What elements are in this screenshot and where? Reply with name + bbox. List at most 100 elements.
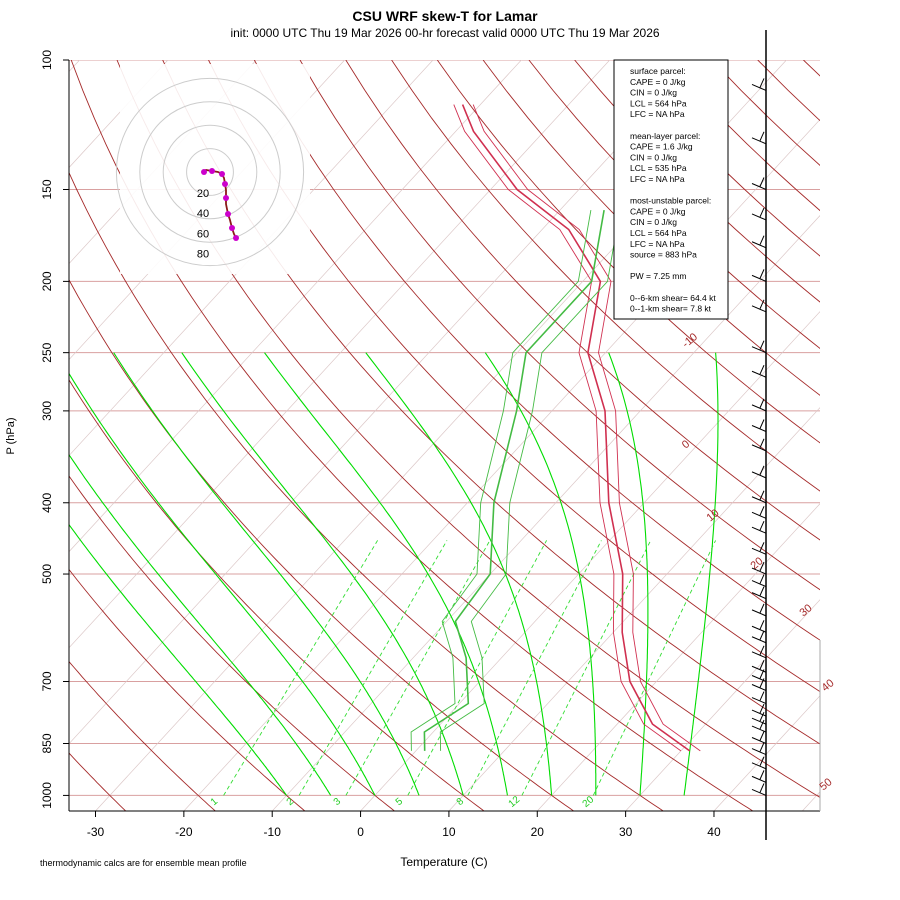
wind-barb-flag bbox=[751, 444, 767, 452]
hodograph-ring-label: 20 bbox=[197, 188, 209, 200]
wind-barb-flag bbox=[751, 737, 767, 744]
wind-barb bbox=[751, 561, 767, 575]
wind-barb bbox=[751, 586, 767, 600]
y-tick-label: 200 bbox=[40, 271, 54, 291]
stats-line: LCL = 564 hPa bbox=[630, 98, 687, 108]
stats-line: LFC = NA hPa bbox=[630, 239, 685, 249]
wind-barb-flag bbox=[759, 177, 765, 187]
dry-adiabat-line bbox=[253, 60, 820, 641]
wind-barb-flag bbox=[759, 756, 765, 766]
dry-adiabat-line bbox=[69, 379, 485, 811]
y-tick-label: 850 bbox=[40, 733, 54, 753]
wind-barb-flag bbox=[751, 717, 767, 725]
hodograph-ring-label: 80 bbox=[197, 248, 209, 260]
wind-barb-flag bbox=[759, 742, 765, 752]
wind-barb-flag bbox=[751, 274, 767, 282]
wind-barb-flag bbox=[751, 580, 767, 588]
moist-adiabat-line bbox=[69, 453, 332, 796]
wind-barb-flag bbox=[759, 719, 765, 730]
isotherm-label: 40 bbox=[820, 677, 837, 694]
wind-barb-flag bbox=[759, 620, 765, 630]
dry-adiabat-line bbox=[711, 60, 820, 167]
wind-barb bbox=[751, 603, 767, 617]
mixing-ratio-label: 1 bbox=[209, 796, 221, 808]
temperature-profile bbox=[461, 104, 691, 752]
dry-adiabat-line bbox=[69, 171, 664, 811]
isotherm-line bbox=[713, 695, 820, 811]
wind-barb-flag bbox=[759, 586, 765, 596]
wind-barb-flag bbox=[751, 511, 767, 519]
isotherm-label: 10 bbox=[705, 507, 722, 524]
dry-adiabat-line bbox=[482, 60, 820, 396]
axes bbox=[68, 60, 821, 812]
mixing-ratio-line bbox=[521, 540, 652, 796]
hodograph-point bbox=[223, 195, 229, 201]
wind-barb-flag bbox=[751, 83, 767, 91]
wind-barb-flag bbox=[759, 542, 765, 552]
temperature-profile bbox=[453, 104, 682, 752]
wind-barb-flag bbox=[751, 651, 767, 659]
dry-adiabat-line bbox=[162, 60, 820, 745]
hodograph-ring bbox=[115, 77, 305, 267]
wind-barb-flag bbox=[759, 269, 765, 279]
wind-barb-flag bbox=[751, 748, 767, 756]
mixing-ratio-line bbox=[467, 540, 602, 796]
x-axis-label: Temperature (C) bbox=[400, 855, 487, 869]
wind-barb bbox=[751, 398, 767, 412]
wind-barb bbox=[751, 465, 767, 479]
x-ticks: -30 -20 -10 0 10 20 30 40 bbox=[87, 811, 721, 839]
stats-line: CAPE = 0 J/kg bbox=[630, 206, 686, 216]
hodograph-trace bbox=[201, 168, 239, 241]
dry-adiabat-line bbox=[436, 60, 820, 444]
wind-barb-flag bbox=[751, 636, 767, 644]
isotherm-line bbox=[625, 599, 820, 811]
wind-barb bbox=[751, 630, 767, 644]
mixing-ratio-label: 2 bbox=[285, 796, 297, 808]
hodograph-ring-label: 40 bbox=[197, 208, 209, 220]
wind-barb-flag bbox=[759, 419, 765, 429]
wind-barb-flag bbox=[759, 521, 765, 531]
wind-barb-flag bbox=[759, 490, 765, 500]
stats-line: source = 883 hPa bbox=[630, 250, 697, 260]
stats-line: LCL = 564 hPa bbox=[630, 228, 687, 238]
wind-barb bbox=[751, 783, 767, 796]
isotherm-line bbox=[891, 60, 900, 811]
wind-barb-flag bbox=[751, 370, 767, 378]
isotherm-label: -10 bbox=[680, 331, 700, 350]
dry-adiabat-line bbox=[70, 60, 754, 811]
wind-barb-flag bbox=[759, 131, 765, 141]
stats-line: CIN = 0 J/kg bbox=[630, 217, 677, 227]
x-tick-label: 10 bbox=[442, 825, 456, 839]
wind-barb-flag bbox=[759, 770, 765, 780]
x-tick-label: -20 bbox=[175, 825, 193, 839]
y-tick-label: 250 bbox=[40, 342, 54, 362]
mixing-ratio-labels: 1 2 3 5 8 12 20 bbox=[209, 794, 597, 810]
isotherm-line bbox=[69, 60, 522, 553]
hodograph-rings: 20 40 60 80 bbox=[115, 77, 305, 267]
wind-barb bbox=[751, 742, 767, 756]
moist-adiabat-line bbox=[113, 352, 420, 796]
wind-barb-flag bbox=[751, 496, 767, 504]
dry-adiabat-line bbox=[69, 475, 395, 811]
moist-adiabat-line bbox=[683, 352, 719, 796]
mixing-ratio-label: 20 bbox=[581, 794, 597, 810]
wind-barb bbox=[751, 365, 767, 378]
profile-lines bbox=[410, 104, 701, 752]
stats-line: LFC = NA hPa bbox=[630, 174, 685, 184]
isotherm-line bbox=[183, 119, 820, 811]
wind-barb bbox=[751, 691, 767, 704]
dry-adiabat-line bbox=[69, 752, 127, 811]
wind-barb-flag bbox=[751, 305, 767, 313]
wind-barb-flag bbox=[751, 547, 767, 555]
wind-barb bbox=[751, 703, 767, 717]
mixing-ratio-line bbox=[223, 540, 378, 796]
y-tick-label: 400 bbox=[40, 492, 54, 512]
wind-barb bbox=[751, 235, 767, 249]
y-tick-label: 1000 bbox=[40, 782, 54, 809]
wind-barb-flag bbox=[759, 645, 765, 656]
wind-barb bbox=[751, 660, 767, 673]
hodograph-point bbox=[209, 168, 215, 174]
hodograph-point bbox=[201, 169, 207, 175]
wind-barb-flag bbox=[751, 788, 767, 796]
